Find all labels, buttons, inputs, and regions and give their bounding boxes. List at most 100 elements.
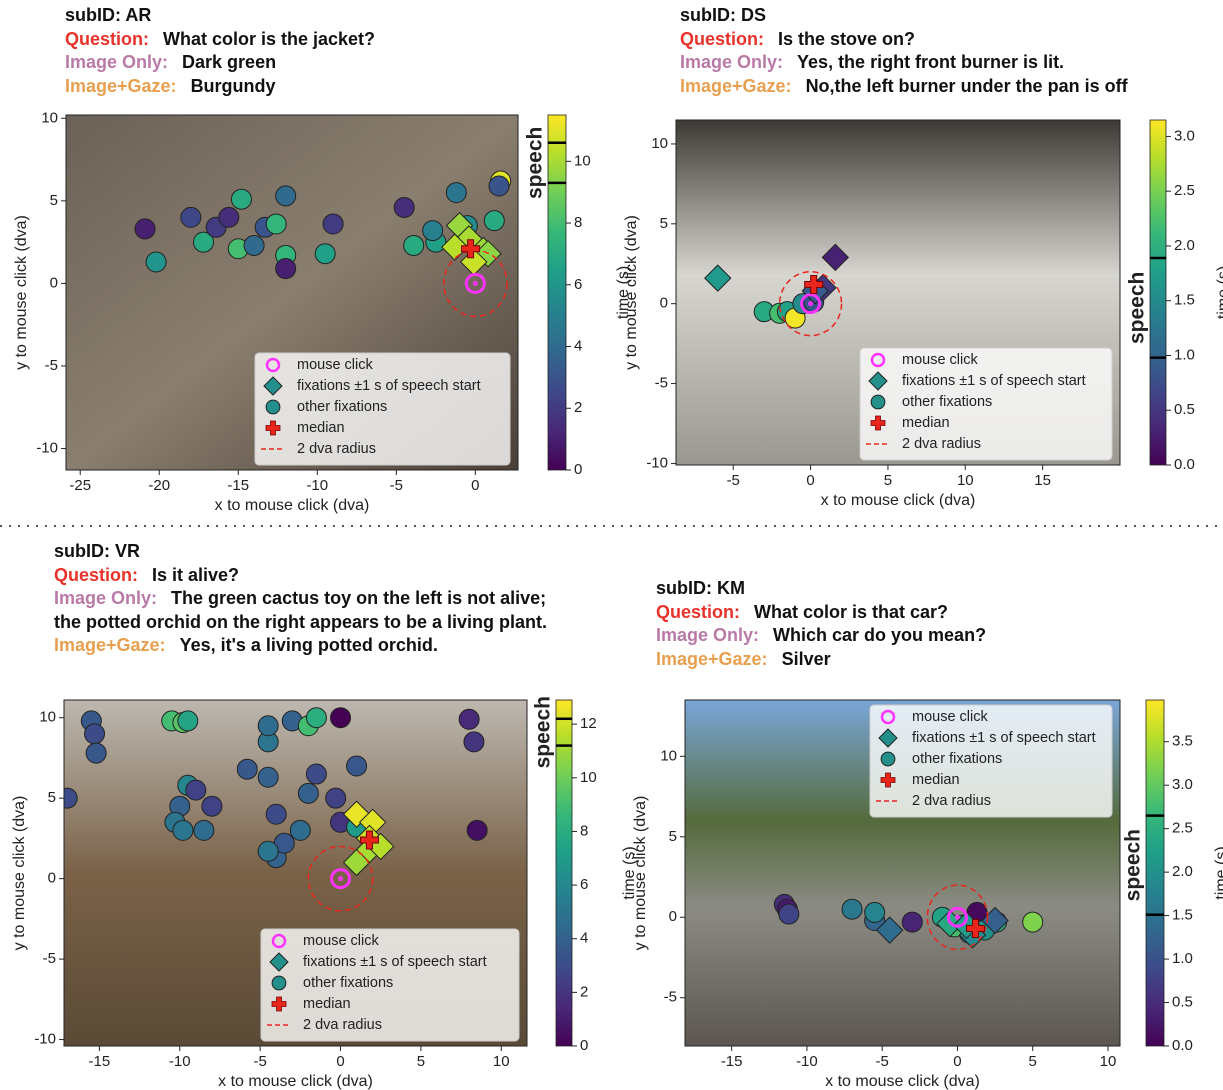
fixation xyxy=(85,742,107,764)
axes-frame xyxy=(675,119,1121,466)
median xyxy=(804,275,824,295)
speech-label: speech xyxy=(1122,829,1145,901)
fixation xyxy=(201,795,223,817)
y-tick-label: 5 xyxy=(48,789,56,806)
plot-area xyxy=(134,170,512,318)
y-tick-label: -10 xyxy=(34,1031,56,1048)
fixation xyxy=(236,758,258,780)
y-tick-label: -10 xyxy=(36,440,58,457)
x-tick-label: 10 xyxy=(1100,1053,1117,1070)
y-tick-label: -5 xyxy=(45,357,58,374)
header-line: Question: What color is that car? xyxy=(656,601,1196,625)
panel: -15 -10 -5 0 5 10 -10 -5 0 5 10 x to mouse click (d… xyxy=(11,696,638,1090)
header-line: Image+Gaze: No,the left burner under the … xyxy=(680,75,1220,99)
legend-label: 2 dva radius xyxy=(912,793,991,809)
panel-header: subID: DS Question: Is the stove on? Image … xyxy=(680,4,1220,98)
header-line: Image Only: The green cactus toy on the l… xyxy=(54,587,549,634)
fixation xyxy=(289,819,311,841)
fixation xyxy=(243,234,265,256)
gaze-label: Image+Gaze: xyxy=(680,75,792,96)
legend-swatch xyxy=(880,709,896,725)
colorbar-tick-label: 1.5 xyxy=(1172,907,1193,924)
header-line: Question: Is it alive? xyxy=(54,564,549,588)
legend-label: fixations ±1 s of speech start xyxy=(297,378,481,394)
x-tick-label: 5 xyxy=(417,1053,425,1070)
legend-label: median xyxy=(912,772,960,788)
x-tick-label: -20 xyxy=(148,477,170,494)
fixation xyxy=(172,819,194,841)
axes-frame xyxy=(684,699,1121,1047)
speech-fixation xyxy=(821,243,850,272)
fixation xyxy=(257,715,279,737)
y-tick-label: 10 xyxy=(39,709,56,726)
legend-box xyxy=(859,347,1113,461)
colorbar-tick-label: 2.0 xyxy=(1174,237,1195,254)
fixation xyxy=(778,903,800,925)
legend-label: other fixations xyxy=(912,751,1002,767)
fixation xyxy=(193,819,215,841)
y-tick-label: 5 xyxy=(669,828,677,845)
radius-circle xyxy=(778,270,843,337)
colorbar-tick-label: 10 xyxy=(580,769,597,786)
panel: -25 -20 -15 -10 -5 0 -10 -5 0 5 10 x to mouse click… xyxy=(13,109,632,514)
x-axis-label: x to mouse click (dva) xyxy=(215,497,370,514)
fixation xyxy=(901,911,923,933)
y-tick-label: 0 xyxy=(50,274,58,291)
gaze-text: Silver xyxy=(781,648,831,669)
fixation xyxy=(305,707,327,729)
colorbar-tick-label: 4 xyxy=(574,337,582,354)
colorbar-tick-label: 1.0 xyxy=(1172,950,1193,967)
image-only-text: The green cactus toy on the left is not … xyxy=(54,588,548,632)
legend-label: other fixations xyxy=(297,399,387,415)
x-axis-label: x to mouse click (dva) xyxy=(218,1073,373,1090)
speech-label: speech xyxy=(1126,272,1149,344)
colorbar-tick-label: 2 xyxy=(574,399,582,416)
image-only-text: Yes, the right front burner is lit. xyxy=(797,52,1065,72)
question-text: What color is that car? xyxy=(754,601,949,622)
legend-swatch xyxy=(263,376,283,396)
colorbar-tick-label: 1.0 xyxy=(1174,346,1195,363)
colorbar-tick-label: 0.0 xyxy=(1174,456,1195,473)
plot-area xyxy=(64,707,488,912)
fixation xyxy=(275,258,297,280)
y-axis-label: y to mouse click (dva) xyxy=(623,215,640,370)
x-tick-label: -15 xyxy=(89,1053,111,1070)
colorbar-tick-label: 8 xyxy=(574,214,582,231)
panel-header: subID: AR Question: What color is the jack… xyxy=(65,4,585,98)
fixation xyxy=(463,731,485,753)
panel-header: subID: VR Question: Is it alive? Image Only… xyxy=(54,540,549,658)
legend-swatch xyxy=(271,975,287,991)
legend-label: fixations ±1 s of speech start xyxy=(902,373,1086,389)
header-line: Image+Gaze: Burgundy xyxy=(65,75,585,99)
fixation xyxy=(257,840,279,862)
question-text: What color is the jacket? xyxy=(163,28,376,49)
colorbar-tick-label: 2 xyxy=(580,983,588,1000)
legend-box xyxy=(254,352,511,466)
median xyxy=(461,239,481,259)
fixation xyxy=(177,710,199,732)
question-label: Question: xyxy=(54,564,138,585)
colorbar xyxy=(555,699,573,1047)
colorbar-tick-label: 4 xyxy=(580,930,588,947)
legend-swatch xyxy=(880,751,896,767)
mouse-click xyxy=(464,272,486,294)
speech-fixation xyxy=(875,916,904,944)
fixation xyxy=(466,819,488,841)
fixation xyxy=(403,234,425,256)
axes-frame xyxy=(63,699,528,1047)
colorbar-label: time (s) xyxy=(615,266,632,319)
legend: mouse click fixations ±1 s of speech star… xyxy=(254,352,511,466)
colorbar-label: time (s) xyxy=(1213,846,1223,899)
x-tick-label: 0 xyxy=(471,477,479,494)
colorbar-tick-label: 12 xyxy=(580,715,597,732)
colorbar-tick-label: 0.5 xyxy=(1174,401,1195,418)
image-only-label: Image Only: xyxy=(54,588,158,608)
y-tick-label: 0 xyxy=(669,908,677,925)
x-tick-label: 0 xyxy=(806,472,814,489)
fixation xyxy=(393,196,415,218)
question-text: Is it alive? xyxy=(152,564,240,585)
fixation xyxy=(218,206,240,228)
fixation xyxy=(275,185,297,207)
